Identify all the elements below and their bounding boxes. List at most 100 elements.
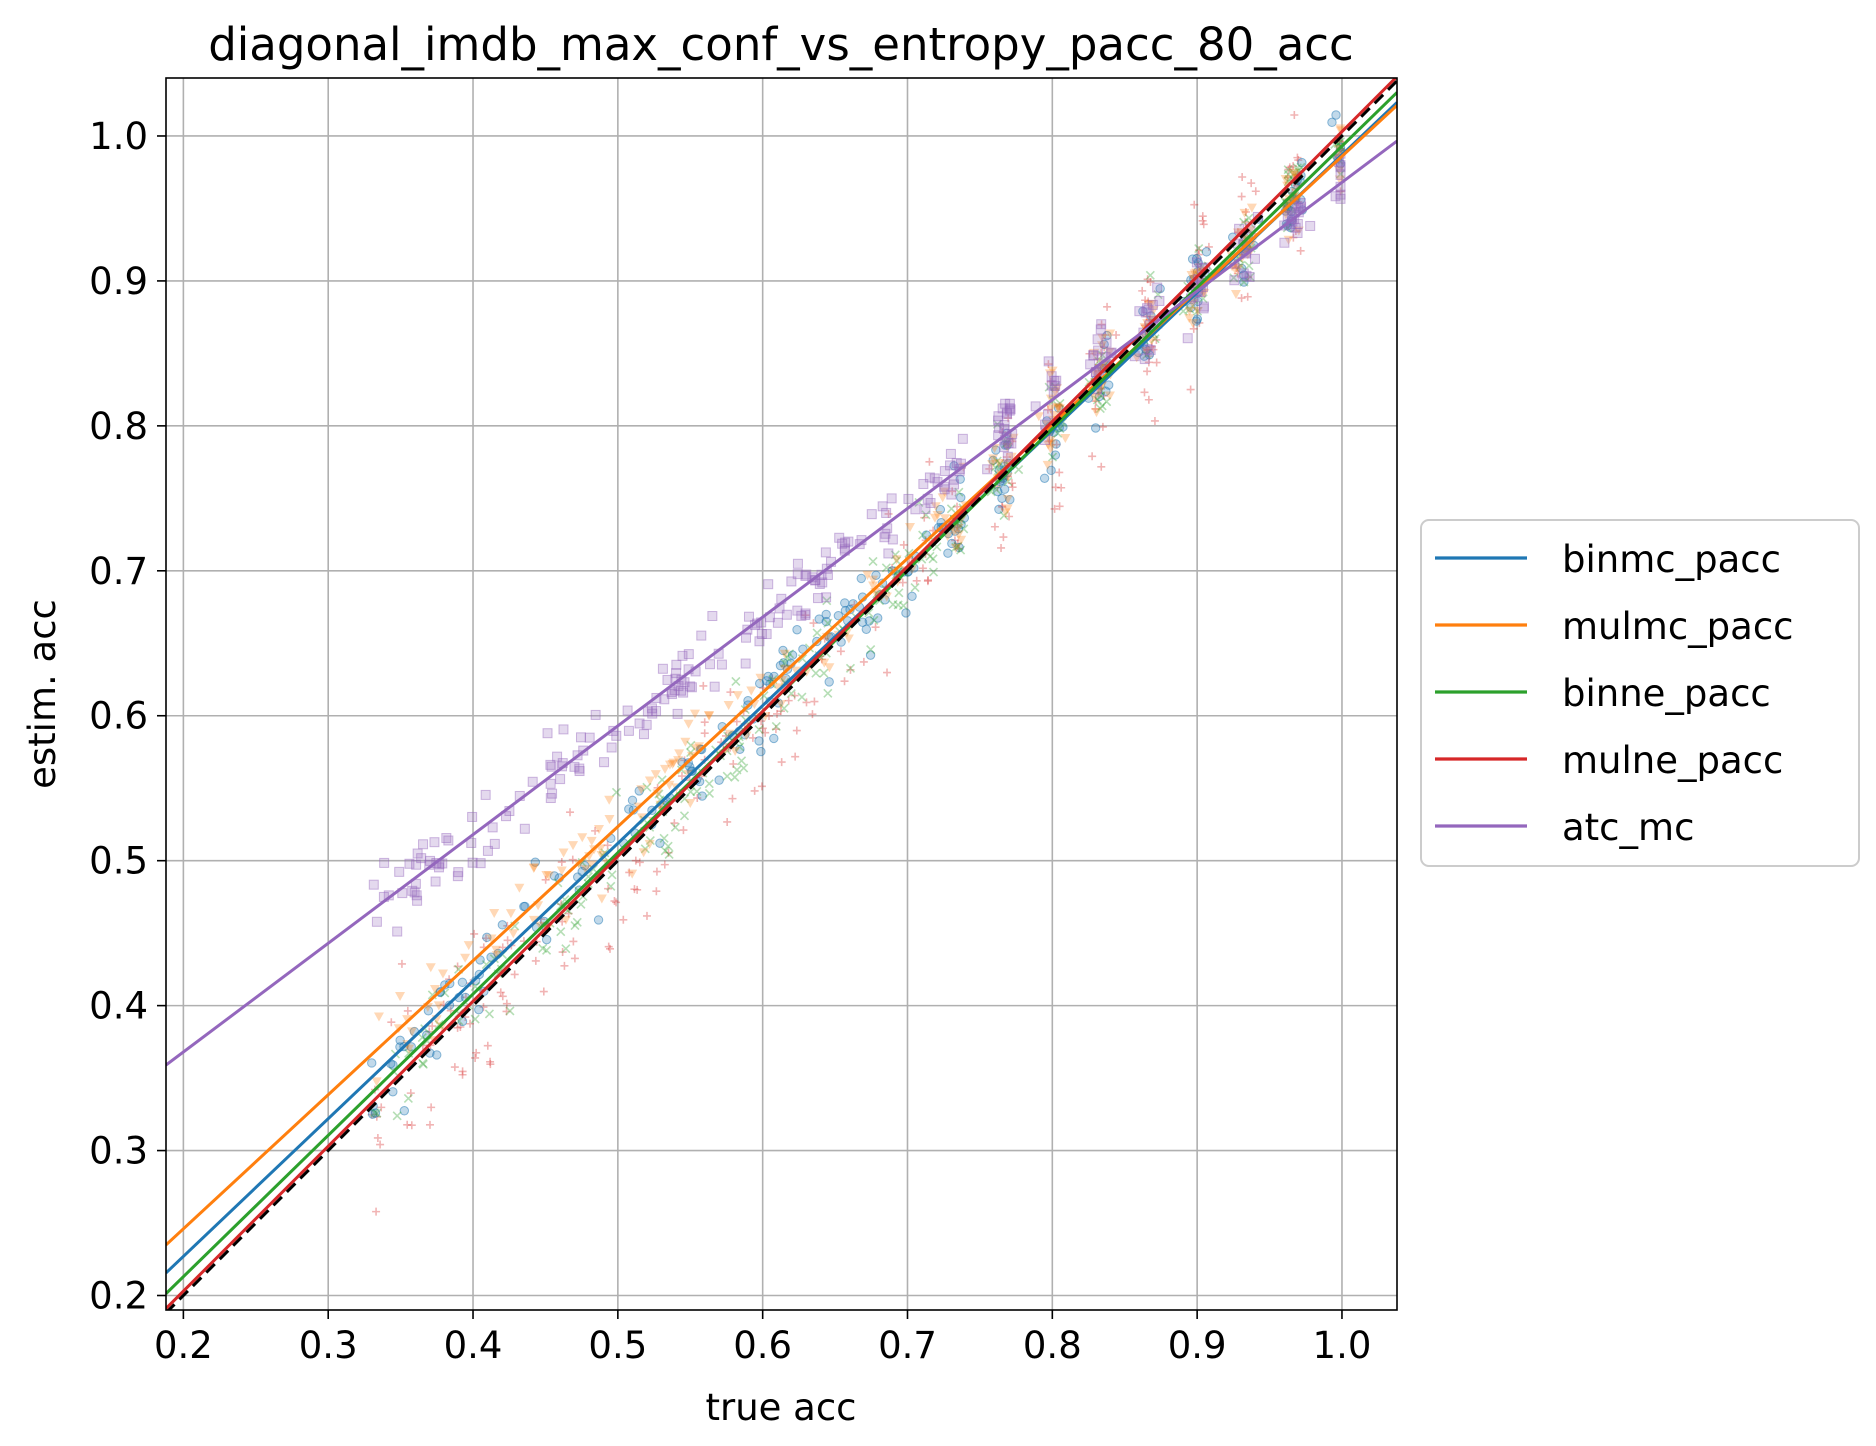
data-point-mulne_pacc [373, 1133, 382, 1142]
data-point-atc_mc [999, 442, 1010, 453]
data-point-atc_mc [1004, 398, 1015, 409]
data-point-mulmc_pacc [1144, 300, 1155, 310]
data-point-mulne_pacc [1103, 302, 1112, 311]
data-point-mulmc_pacc [1006, 452, 1017, 462]
data-point-binmc_pacc [999, 484, 1010, 494]
y-tick-label: 0.5 [89, 840, 148, 883]
data-point-mulmc_pacc [1002, 504, 1013, 514]
data-point-mulne_pacc [1247, 179, 1256, 188]
data-point-atc_mc [1335, 189, 1346, 200]
data-point-mulmc_pacc [1189, 269, 1200, 279]
data-point-atc_mc [677, 650, 688, 661]
data-point-binne_pacc [686, 740, 696, 750]
data-point-binne_pacc [369, 1108, 380, 1118]
data-point-mulmc_pacc [655, 800, 666, 810]
data-point-atc_mc [740, 658, 751, 669]
data-point-atc_mc [371, 916, 382, 927]
data-point-binmc_pacc [821, 609, 831, 620]
data-point-mulmc_pacc [406, 1027, 417, 1037]
data-point-mulmc_pacc [1148, 305, 1159, 315]
data-point-atc_mc [781, 609, 792, 620]
data-point-mulmc_pacc [596, 850, 607, 860]
data-point-mulne_pacc [372, 1207, 381, 1216]
data-point-mulne_pacc [1044, 360, 1053, 369]
data-point-binne_pacc [914, 497, 924, 507]
data-point-mulmc_pacc [691, 744, 702, 754]
data-point-mulne_pacc [792, 726, 801, 735]
data-point-binne_pacc [1292, 163, 1302, 173]
data-point-atc_mc [1043, 356, 1054, 367]
data-point-mulne_pacc [1008, 483, 1017, 492]
data-point-binne_pacc [954, 487, 964, 497]
data-point-mulne_pacc [1112, 331, 1121, 340]
data-point-atc_mc [1293, 202, 1304, 213]
data-point-mulmc_pacc [1191, 268, 1202, 278]
data-point-binmc_pacc [943, 548, 953, 558]
data-point-binmc_pacc [993, 486, 1003, 497]
data-point-mulne_pacc [924, 576, 933, 585]
data-point-mulmc_pacc [574, 860, 585, 870]
data-point-mulmc_pacc [1033, 412, 1044, 422]
data-point-atc_mc [1147, 299, 1158, 310]
data-point-atc_mc [1305, 220, 1316, 231]
data-point-mulne_pacc [912, 576, 921, 585]
data-point-atc_mc [1290, 201, 1301, 212]
data-point-binmc_pacc [778, 658, 789, 668]
data-point-binmc_pacc [935, 504, 946, 515]
data-point-mulne_pacc [569, 937, 578, 946]
data-point-mulmc_pacc [953, 530, 964, 540]
data-point-binne_pacc [1229, 273, 1239, 283]
data-point-atc_mc [1154, 295, 1165, 306]
data-point-mulmc_pacc [460, 953, 471, 963]
data-point-binmc_pacc [954, 542, 964, 553]
y-tick-label: 0.9 [89, 260, 148, 303]
data-point-binmc_pacc [769, 733, 779, 744]
data-point-mulne_pacc [606, 944, 615, 953]
data-point-binne_pacc [771, 721, 781, 732]
data-point-mulmc_pacc [905, 523, 916, 533]
data-point-binne_pacc [918, 530, 928, 540]
data-point-binmc_pacc [735, 744, 745, 755]
data-point-binne_pacc [640, 844, 650, 854]
data-point-atc_mc [1198, 303, 1209, 314]
data-point-mulne_pacc [604, 884, 613, 893]
data-point-mulmc_pacc [953, 523, 964, 533]
data-point-binmc_pacc [474, 1004, 484, 1015]
data-point-binmc_pacc [627, 795, 638, 806]
data-point-atc_mc [999, 420, 1010, 431]
data-point-binne_pacc [484, 1009, 494, 1019]
data-point-mulmc_pacc [1002, 443, 1013, 453]
data-point-binne_pacc [869, 615, 879, 625]
data-point-mulmc_pacc [703, 711, 714, 721]
data-point-mulne_pacc [859, 657, 868, 666]
data-point-mulmc_pacc [694, 742, 705, 752]
data-point-mulne_pacc [1050, 504, 1059, 513]
data-point-binne_pacc [1092, 395, 1103, 405]
data-point-binne_pacc [921, 510, 931, 520]
data-point-atc_mc [800, 570, 811, 581]
data-point-binmc_pacc [1186, 302, 1196, 313]
data-point-atc_mc [879, 532, 890, 543]
data-point-atc_mc [1282, 211, 1293, 222]
data-point-mulne_pacc [1289, 162, 1298, 171]
data-point-binne_pacc [881, 563, 891, 573]
data-point-mulne_pacc [1051, 483, 1060, 492]
data-point-mulne_pacc [1190, 200, 1199, 209]
data-point-atc_mc [574, 766, 585, 777]
data-point-atc_mc [487, 822, 498, 833]
data-point-atc_mc [467, 857, 478, 868]
data-point-mulne_pacc [700, 718, 709, 727]
data-point-mulmc_pacc [939, 514, 950, 524]
data-point-mulmc_pacc [746, 686, 757, 696]
data-point-atc_mc [467, 811, 478, 822]
data-point-binne_pacc [866, 645, 876, 655]
data-point-mulmc_pacc [1000, 508, 1011, 518]
data-point-mulmc_pacc [755, 673, 766, 683]
data-point-mulne_pacc [1146, 278, 1155, 287]
data-point-binne_pacc [1095, 404, 1105, 414]
data-point-atc_mc [418, 839, 429, 850]
data-point-atc_mc [1051, 375, 1062, 386]
data-point-atc_mc [1093, 345, 1104, 356]
data-point-binmc_pacc [907, 591, 917, 602]
